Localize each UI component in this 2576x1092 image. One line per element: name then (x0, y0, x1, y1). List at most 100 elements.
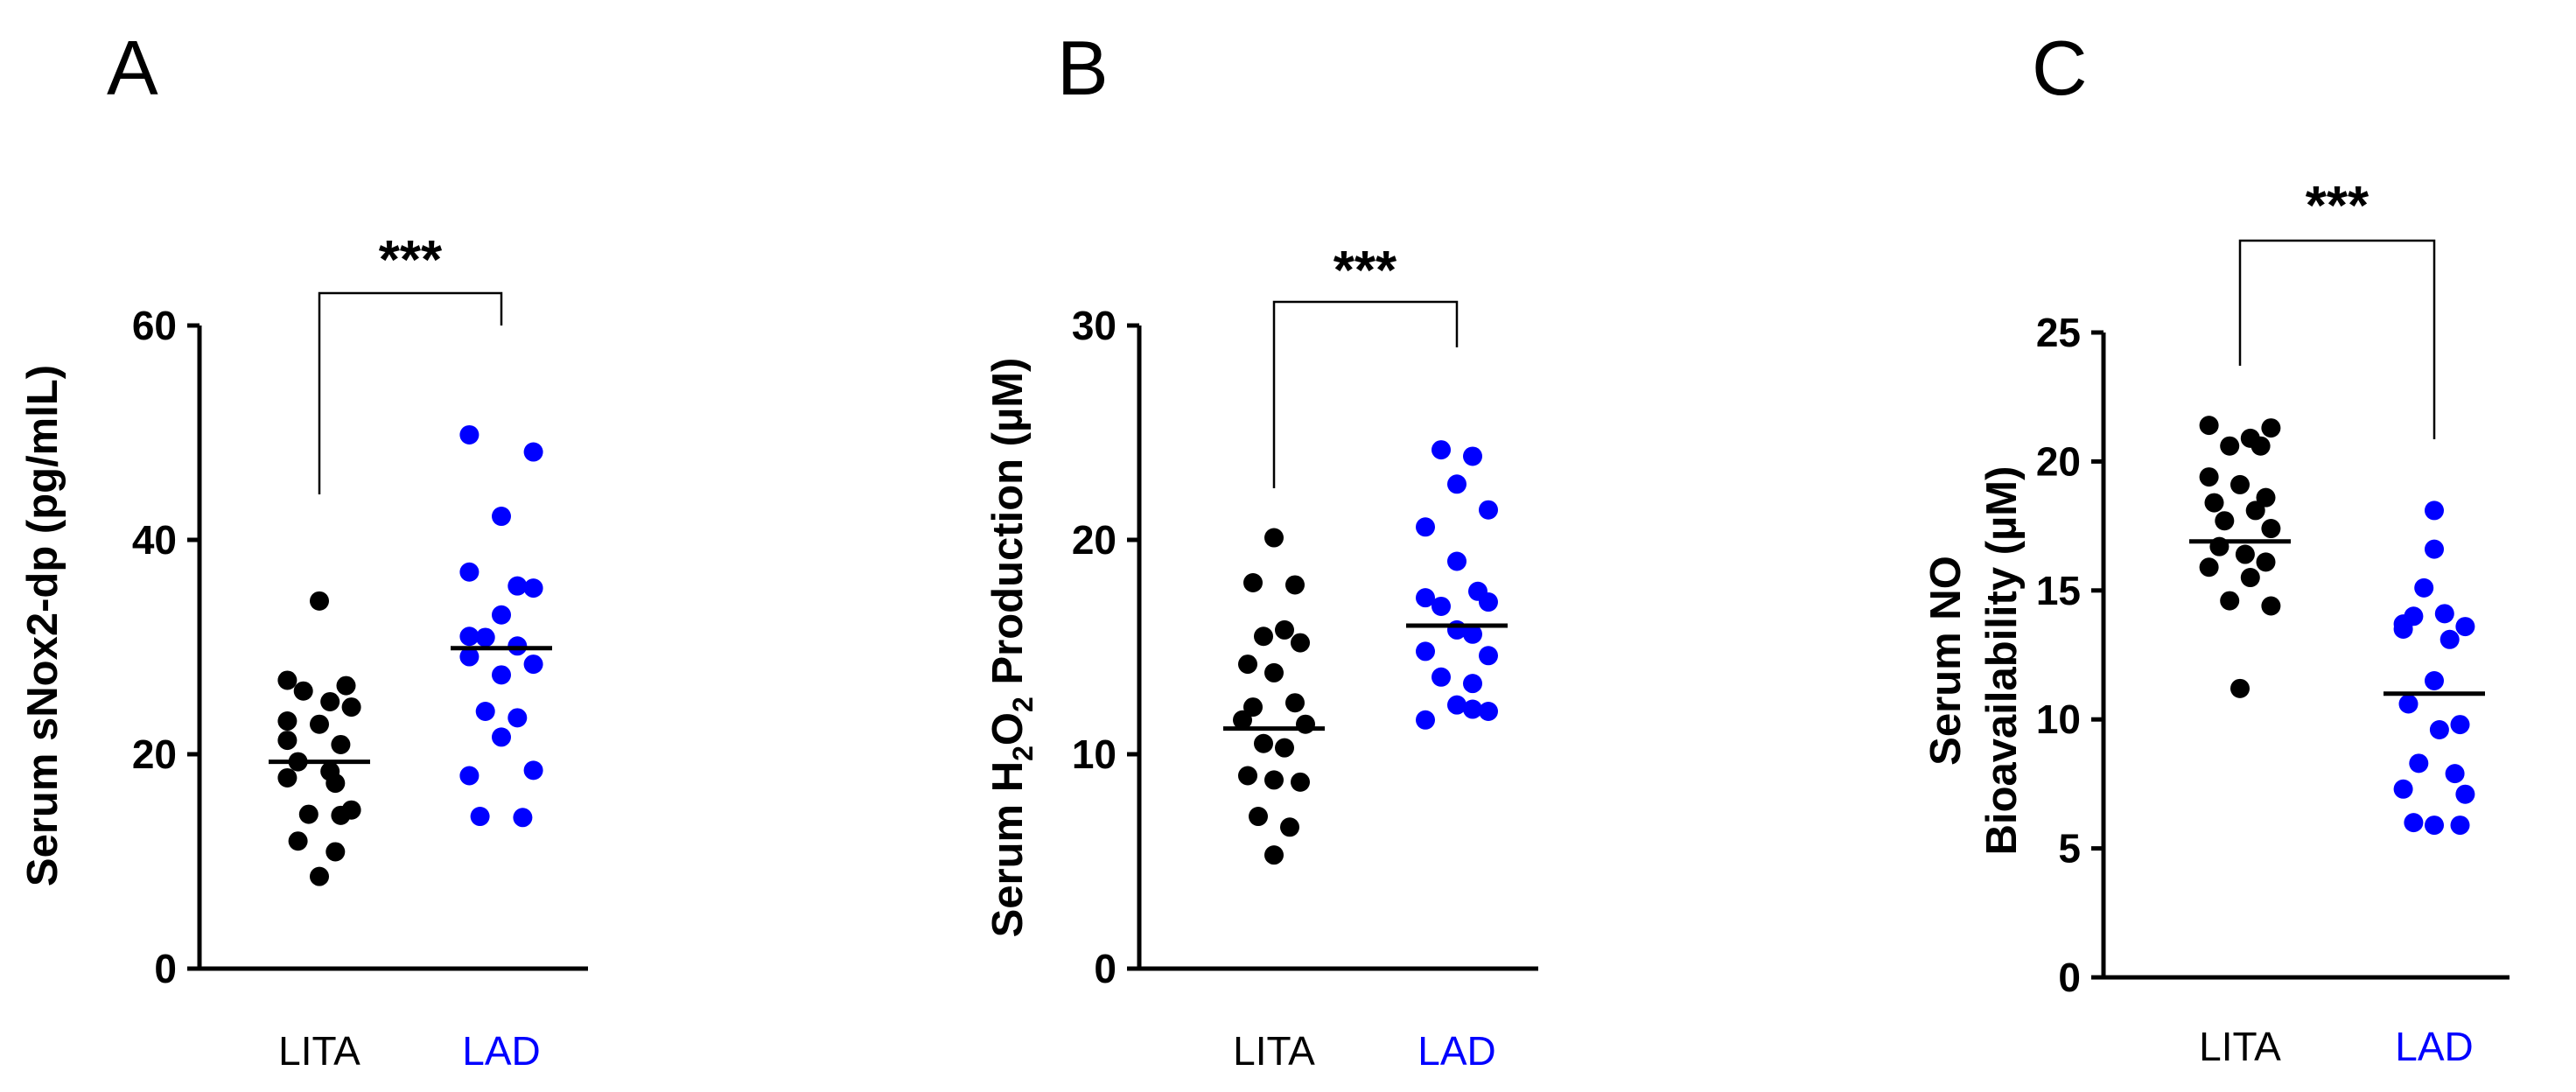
data-point-lita (336, 676, 356, 696)
panel-a: A Serum sNox2-dp (pg/mlL) 0 20 40 60 *** LI… (19, 24, 588, 1074)
data-point-lad (459, 424, 480, 444)
data-point-lad (2414, 578, 2434, 598)
data-point-lad (2393, 779, 2413, 799)
data-point-lita (1280, 817, 1299, 837)
y-tick-label: 10 (1072, 732, 1116, 777)
data-point-lad (475, 702, 495, 721)
panel-b-letter: B (1057, 24, 1109, 111)
data-point-lita (2230, 678, 2250, 698)
panel-a-ticks: 0 20 40 60 (132, 303, 200, 991)
data-point-lad (2425, 670, 2444, 690)
data-point-lad (1432, 440, 1451, 460)
data-point-lita (1243, 697, 1263, 718)
panel-b-ylabel-o: O (984, 712, 1032, 746)
panel-a-points (277, 424, 543, 886)
panel-c-means (2189, 539, 2485, 696)
data-point-lita (1243, 573, 1263, 592)
data-point-lad (475, 627, 495, 648)
panel-b-cat-lita: LITA (1233, 1028, 1315, 1074)
data-point-lad (2398, 694, 2418, 714)
panel-c-cat-lad: LAD (2395, 1024, 2473, 1069)
panel-a-means (269, 646, 552, 765)
panel-a-cat-lita: LITA (278, 1028, 360, 1074)
data-point-lad (2440, 629, 2460, 649)
data-point-lita (2199, 467, 2219, 487)
panel-c-ylabel-line1: Serum NO (1922, 556, 1970, 766)
y-tick-label: 20 (2036, 438, 2081, 484)
y-tick-label: 20 (132, 732, 177, 777)
panel-b-ticks: 0 10 20 30 (1072, 303, 1139, 991)
data-point-lita (326, 774, 346, 794)
data-point-lad (2393, 620, 2413, 640)
data-point-lita (277, 767, 298, 788)
data-point-lad (1447, 551, 1466, 571)
data-point-lita (1275, 620, 1294, 640)
data-point-lad (2425, 539, 2444, 559)
panel-a-sig-bracket (318, 291, 503, 494)
data-point-lita (298, 804, 318, 824)
data-point-lad (1432, 667, 1451, 687)
y-tick-label: 60 (132, 303, 177, 348)
panel-a-significance: *** (379, 230, 443, 290)
data-point-lita (1233, 710, 1252, 730)
data-point-lita (1264, 662, 1284, 682)
data-point-lita (288, 831, 308, 851)
panel-b-significance: *** (1334, 241, 1397, 301)
data-point-lita (1238, 654, 1257, 675)
data-point-lad (1416, 517, 1435, 537)
data-point-lita (2256, 552, 2276, 572)
data-point-lad (2434, 604, 2454, 624)
data-point-lita (277, 731, 298, 751)
data-point-lad (1463, 446, 1482, 466)
data-point-lita (2215, 511, 2235, 531)
data-point-lad (492, 665, 511, 685)
data-point-lita (2256, 487, 2276, 508)
panel-c-ticks: 0 5 10 15 20 25 (2036, 310, 2104, 1000)
panel-c: C Serum NO Bioavailability (µM) 0 5 10 15 20… (1922, 24, 2510, 1069)
data-point-lita (331, 734, 351, 754)
data-point-lita (1285, 575, 1305, 595)
y-tick-label: 20 (1072, 517, 1116, 563)
data-point-lad (2409, 753, 2429, 774)
data-point-lad (2450, 715, 2470, 735)
panel-c-significance: *** (2306, 176, 2370, 236)
data-point-lita (310, 866, 329, 886)
data-point-lad (459, 647, 480, 667)
y-tick-label: 0 (154, 946, 177, 991)
data-point-lita (1264, 528, 1284, 548)
panel-b-ylabel-sub1: 2 (1007, 746, 1039, 761)
data-point-lad (523, 578, 543, 598)
data-point-lad (513, 808, 533, 828)
data-point-lita (2204, 493, 2224, 513)
data-point-lad (1479, 592, 1498, 612)
data-point-lad (2429, 719, 2449, 739)
data-point-lita (277, 670, 298, 690)
data-point-lad (1463, 624, 1482, 644)
data-point-lita (1264, 845, 1284, 865)
data-point-lad (508, 708, 528, 728)
data-point-lad (1432, 596, 1451, 616)
data-point-lita (1264, 770, 1284, 790)
panel-c-ylabel-line2: Bioavailability (µM) (1978, 466, 2026, 856)
panel-c-letter: C (2032, 24, 2088, 111)
data-point-lad (523, 654, 543, 675)
panel-c-sig-bracket (2238, 239, 2436, 439)
data-point-lita (1249, 807, 1268, 827)
data-point-lita (320, 691, 340, 711)
data-point-lita (1291, 772, 1310, 792)
data-point-lita (2220, 436, 2240, 456)
data-point-lad (2455, 617, 2475, 637)
data-point-lita (331, 805, 351, 825)
data-point-lita (2240, 568, 2260, 588)
data-point-lad (2425, 500, 2444, 521)
data-point-lita (2230, 474, 2250, 494)
data-point-lad (470, 807, 490, 827)
data-point-lita (2199, 416, 2219, 436)
panel-a-ylabel: Serum sNox2-dp (pg/mlL) (19, 365, 66, 886)
data-point-lita (310, 714, 329, 734)
panel-a-cat-lad: LAD (462, 1028, 540, 1074)
data-point-lad (2404, 813, 2424, 833)
data-point-lita (1291, 633, 1310, 653)
panel-c-points (2199, 416, 2475, 836)
